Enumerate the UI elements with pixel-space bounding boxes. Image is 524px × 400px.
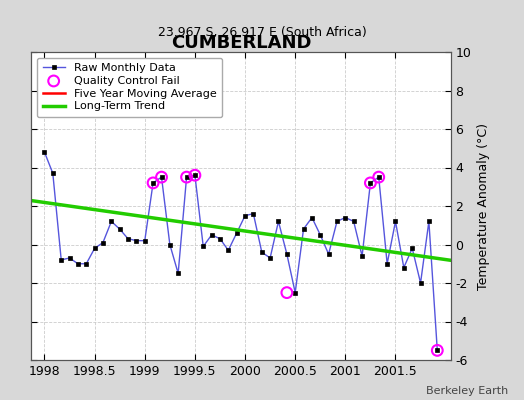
- Raw Monthly Data: [183, 175, 190, 180]
- Raw Monthly Data: [309, 215, 315, 220]
- Raw Monthly Data: [83, 261, 90, 266]
- Raw Monthly Data: [167, 242, 173, 247]
- Raw Monthly Data: [409, 246, 416, 251]
- Raw Monthly Data: [300, 227, 307, 232]
- Raw Monthly Data: [259, 250, 265, 254]
- Raw Monthly Data: [325, 252, 332, 256]
- Raw Monthly Data: [359, 254, 365, 258]
- Raw Monthly Data: [392, 219, 399, 224]
- Quality Control Fail: [182, 174, 191, 180]
- Raw Monthly Data: [351, 219, 357, 224]
- Raw Monthly Data: [92, 246, 98, 251]
- Raw Monthly Data: [50, 171, 56, 176]
- Raw Monthly Data: [283, 252, 290, 256]
- Raw Monthly Data: [250, 211, 257, 216]
- Raw Monthly Data: [384, 261, 390, 266]
- Raw Monthly Data: [275, 219, 281, 224]
- Raw Monthly Data: [150, 180, 156, 185]
- Raw Monthly Data: [434, 348, 441, 353]
- Title: CUMBERLAND: CUMBERLAND: [171, 34, 311, 52]
- Raw Monthly Data: [367, 180, 374, 185]
- Raw Monthly Data: [100, 240, 106, 245]
- Quality Control Fail: [149, 180, 157, 186]
- Raw Monthly Data: [401, 265, 407, 270]
- Raw Monthly Data: [334, 219, 340, 224]
- Quality Control Fail: [282, 290, 291, 296]
- Raw Monthly Data: [192, 173, 198, 178]
- Quality Control Fail: [191, 172, 199, 178]
- Raw Monthly Data: [108, 219, 115, 224]
- Quality Control Fail: [375, 174, 383, 180]
- Raw Monthly Data: [209, 232, 215, 237]
- Raw Monthly Data: [217, 236, 223, 241]
- Raw Monthly Data: [141, 238, 148, 243]
- Raw Monthly Data: [342, 215, 348, 220]
- Raw Monthly Data: [200, 244, 206, 249]
- Quality Control Fail: [157, 174, 166, 180]
- Raw Monthly Data: [425, 219, 432, 224]
- Text: Berkeley Earth: Berkeley Earth: [426, 386, 508, 396]
- Raw Monthly Data: [234, 230, 240, 235]
- Raw Monthly Data: [267, 256, 274, 260]
- Raw Monthly Data: [58, 258, 64, 262]
- Raw Monthly Data: [317, 232, 323, 237]
- Raw Monthly Data: [41, 150, 48, 154]
- Legend: Raw Monthly Data, Quality Control Fail, Five Year Moving Average, Long-Term Tren: Raw Monthly Data, Quality Control Fail, …: [37, 58, 222, 117]
- Raw Monthly Data: [225, 248, 232, 253]
- Y-axis label: Temperature Anomaly (°C): Temperature Anomaly (°C): [477, 122, 490, 290]
- Quality Control Fail: [433, 347, 442, 354]
- Raw Monthly Data: [292, 290, 298, 295]
- Raw Monthly Data: [125, 236, 131, 241]
- Raw Monthly Data: [158, 175, 165, 180]
- Text: 23.967 S, 26.917 E (South Africa): 23.967 S, 26.917 E (South Africa): [158, 26, 366, 39]
- Raw Monthly Data: [376, 175, 382, 180]
- Raw Monthly Data: [175, 271, 181, 276]
- Raw Monthly Data: [67, 256, 73, 260]
- Raw Monthly Data: [133, 238, 139, 243]
- Raw Monthly Data: [116, 227, 123, 232]
- Raw Monthly Data: [75, 261, 81, 266]
- Line: Raw Monthly Data: Raw Monthly Data: [42, 150, 440, 352]
- Raw Monthly Data: [242, 213, 248, 218]
- Quality Control Fail: [366, 180, 375, 186]
- Raw Monthly Data: [418, 281, 424, 286]
